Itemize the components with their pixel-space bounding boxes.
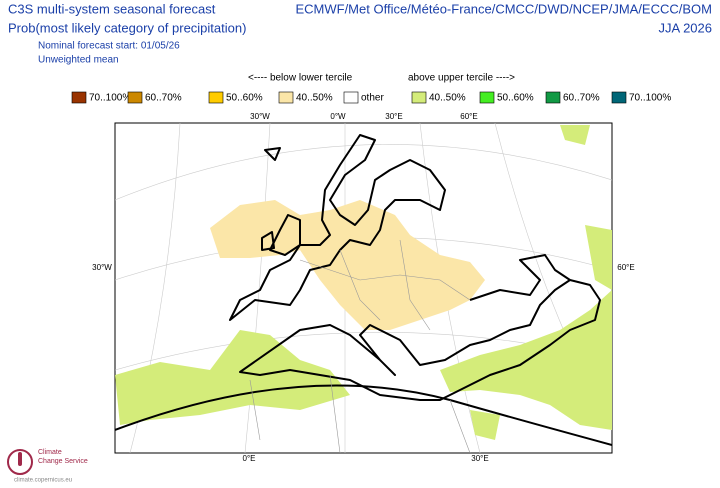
longitude-label: 30°E (385, 112, 402, 121)
legend-swatch (343, 91, 359, 104)
logo-url: climate.copernicus.eu (14, 478, 72, 484)
coastline (469, 254, 571, 301)
centres: ECMWF/Met Office/Météo-France/CMCC/DWD/N… (295, 1, 712, 16)
legend-swatch (71, 91, 87, 104)
legend-heading: <---- below lower tercile (248, 73, 353, 84)
logo: Climate Change Service climate.copernicu… (7, 449, 88, 484)
logo-icon (18, 452, 22, 466)
longitude-label: 0°W (330, 112, 346, 121)
legend-swatch (479, 91, 495, 104)
legend-heading: above upper tercile ----> (408, 73, 515, 84)
legend-swatch (278, 91, 294, 104)
legend-label: 60..70% (563, 93, 600, 104)
legend-swatch (208, 91, 224, 104)
logo-icon (7, 449, 33, 475)
border (249, 239, 471, 453)
legend-label: 70..100% (89, 93, 131, 104)
longitude-label: 60°E (460, 112, 477, 121)
subtitle: Prob(most likely category of precipitati… (8, 20, 246, 35)
legend-label: 70..100% (629, 93, 671, 104)
latitude-label: 60°E (617, 263, 634, 272)
coastline (115, 384, 612, 446)
shading (115, 330, 350, 425)
legend-swatch (611, 91, 627, 104)
season: JJA 2026 (659, 20, 713, 35)
legend-label: 50..60% (497, 93, 534, 104)
coastline (229, 134, 446, 321)
method: Unweighted mean (38, 55, 119, 66)
latitude-label: 30°W (92, 263, 112, 272)
title: C3S multi-system seasonal forecast (8, 1, 216, 16)
legend-swatch (545, 91, 561, 104)
logo-text: Change Service (38, 458, 88, 465)
legend-label: 50..60% (226, 93, 263, 104)
forecast-start: Nominal forecast start: 01/05/26 (38, 41, 180, 52)
legend-label: 40..50% (429, 93, 466, 104)
coastline (261, 147, 301, 256)
legend-label: 60..70% (145, 93, 182, 104)
legend-swatch (127, 91, 143, 104)
longitude-label: 30°W (250, 112, 270, 121)
longitude-label: 0°E (243, 454, 256, 463)
longitude-label: 30°E (471, 454, 488, 463)
map: 30°W 0°W 30°E 60°E 30°W 60°E 0°E 30°E (92, 112, 635, 463)
legend-swatch (411, 91, 427, 104)
legend-label: 40..50% (296, 93, 333, 104)
legend-label: other (361, 93, 384, 104)
logo-text: Climate (38, 449, 62, 456)
